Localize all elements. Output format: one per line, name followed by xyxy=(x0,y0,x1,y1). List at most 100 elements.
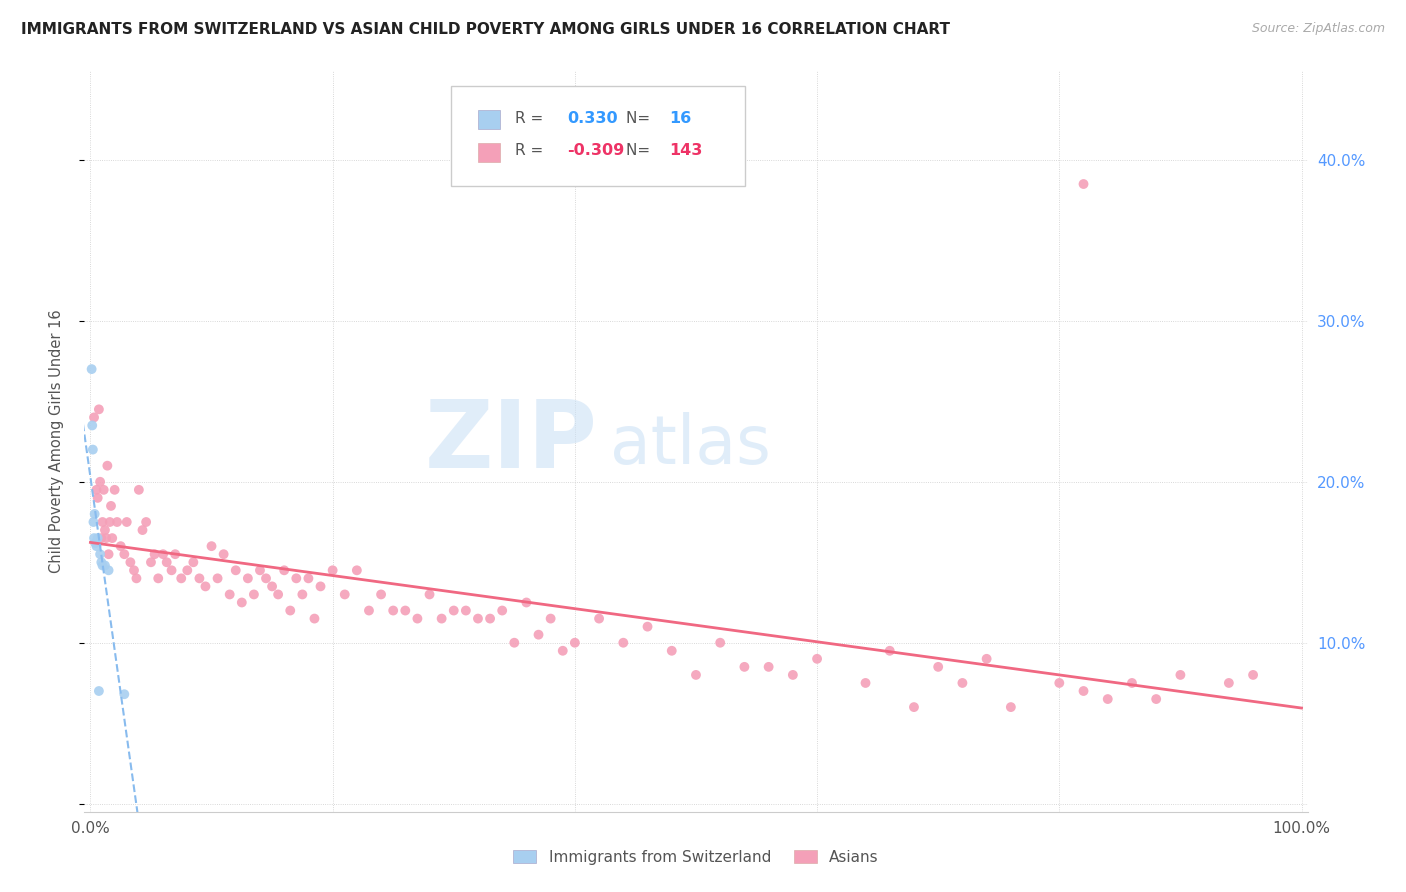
Point xyxy=(976,652,998,666)
Point xyxy=(156,555,179,569)
Point xyxy=(160,563,183,577)
Point xyxy=(86,491,108,505)
Text: IMMIGRANTS FROM SWITZERLAND VS ASIAN CHILD POVERTY AMONG GIRLS UNDER 16 CORRELAT: IMMIGRANTS FROM SWITZERLAND VS ASIAN CHI… xyxy=(21,22,950,37)
Text: ZIP: ZIP xyxy=(425,395,598,488)
Point xyxy=(1047,676,1070,690)
Point xyxy=(685,668,707,682)
Point xyxy=(100,499,122,513)
Text: 16: 16 xyxy=(669,111,692,126)
Point xyxy=(1241,668,1264,682)
Point xyxy=(91,515,114,529)
Point xyxy=(491,603,513,617)
Point xyxy=(104,483,127,497)
Point xyxy=(165,547,187,561)
Point xyxy=(1000,700,1022,714)
Point xyxy=(262,579,284,593)
Point xyxy=(612,636,634,650)
Point xyxy=(135,515,157,529)
Point xyxy=(418,587,440,601)
Point xyxy=(637,619,659,633)
Point xyxy=(1218,676,1240,690)
Point xyxy=(782,668,804,682)
Point xyxy=(86,483,108,497)
Point xyxy=(84,536,107,550)
Point xyxy=(304,611,326,625)
Point xyxy=(188,571,211,585)
Point xyxy=(1144,692,1167,706)
Point xyxy=(394,603,416,617)
Point xyxy=(267,587,290,601)
Point xyxy=(115,515,138,529)
Y-axis label: Child Poverty Among Girls Under 16: Child Poverty Among Girls Under 16 xyxy=(49,310,63,574)
Point xyxy=(1073,177,1095,191)
Point xyxy=(1097,692,1119,706)
Point xyxy=(291,587,314,601)
Point xyxy=(83,531,105,545)
Point xyxy=(152,547,174,561)
Point xyxy=(122,563,145,577)
Point xyxy=(249,563,271,577)
Point xyxy=(131,523,153,537)
Point xyxy=(346,563,368,577)
Point xyxy=(89,547,111,561)
Point xyxy=(709,636,731,650)
FancyBboxPatch shape xyxy=(478,111,501,129)
Point xyxy=(98,515,121,529)
Point xyxy=(86,539,108,553)
Point xyxy=(758,660,780,674)
Point xyxy=(278,603,301,617)
Point xyxy=(527,628,550,642)
Text: atlas: atlas xyxy=(610,412,772,478)
Point xyxy=(97,547,120,561)
Point xyxy=(170,571,193,585)
Point xyxy=(94,523,117,537)
Point xyxy=(125,571,148,585)
Point xyxy=(148,571,170,585)
Point xyxy=(243,587,266,601)
Text: R =: R = xyxy=(515,143,548,158)
Point xyxy=(309,579,332,593)
Point xyxy=(90,555,112,569)
Point xyxy=(879,644,901,658)
Point xyxy=(194,579,217,593)
Point xyxy=(588,611,610,625)
Point xyxy=(503,636,526,650)
Point xyxy=(200,539,222,553)
Point xyxy=(661,644,683,658)
Text: N=: N= xyxy=(626,111,655,126)
Point xyxy=(231,595,253,609)
Point xyxy=(112,687,135,701)
Point xyxy=(96,458,118,473)
Point xyxy=(479,611,502,625)
Point xyxy=(91,558,114,573)
Point xyxy=(83,507,105,521)
Text: Source: ZipAtlas.com: Source: ZipAtlas.com xyxy=(1251,22,1385,36)
Point xyxy=(183,555,205,569)
Point xyxy=(212,547,235,561)
Point xyxy=(97,563,120,577)
Point xyxy=(176,563,198,577)
Point xyxy=(143,547,166,561)
Text: -0.309: -0.309 xyxy=(568,143,624,158)
Point xyxy=(96,531,118,545)
Point xyxy=(82,442,104,457)
Text: R =: R = xyxy=(515,111,548,126)
Point xyxy=(1121,676,1143,690)
Point xyxy=(120,555,142,569)
Point xyxy=(218,587,240,601)
Point xyxy=(80,362,103,376)
FancyBboxPatch shape xyxy=(478,143,501,161)
Point xyxy=(110,539,132,553)
Point xyxy=(903,700,925,714)
Point xyxy=(322,563,344,577)
Point xyxy=(357,603,380,617)
Point xyxy=(89,475,111,489)
Point xyxy=(82,515,104,529)
Point xyxy=(454,603,477,617)
Point xyxy=(87,684,110,698)
Point xyxy=(406,611,429,625)
Point xyxy=(540,611,562,625)
Point xyxy=(285,571,308,585)
Point xyxy=(733,660,755,674)
Point xyxy=(443,603,465,617)
